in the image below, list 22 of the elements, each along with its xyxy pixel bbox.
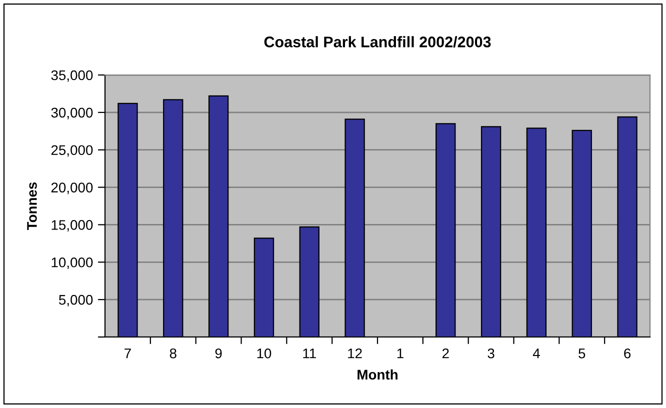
y-tick-label: 5,000 (58, 294, 93, 306)
y-tick-label: 35,000 (51, 70, 93, 82)
x-tick-label: 3 (488, 348, 494, 358)
x-tick-label: 4 (532, 348, 540, 358)
x-tick-label: 8 (170, 348, 176, 358)
x-tick-label: 12 (348, 348, 362, 358)
y-tick-label: 25,000 (51, 145, 93, 157)
y-tick-label: 20,000 (51, 182, 93, 194)
x-tick-label: 7 (124, 348, 131, 358)
x-axis-title: Month (358, 369, 398, 380)
y-tick-label: 30,000 (51, 108, 93, 120)
x-tick-label: 11 (303, 348, 316, 358)
x-tick-label: 9 (215, 348, 222, 358)
x-tick-label: 10 (257, 348, 272, 358)
x-tick-label: 6 (624, 348, 631, 358)
chart-title: Coastal Park Landfill 2002/2003 (264, 36, 491, 48)
x-tick-label: 1 (397, 348, 404, 358)
y-axis-title: Tonnes (27, 182, 37, 230)
y-tick-label: 10,000 (52, 257, 93, 269)
x-tick-label: 2 (442, 348, 449, 358)
y-tick-label: 15,000 (52, 220, 93, 232)
x-tick-label: 5 (578, 348, 586, 358)
